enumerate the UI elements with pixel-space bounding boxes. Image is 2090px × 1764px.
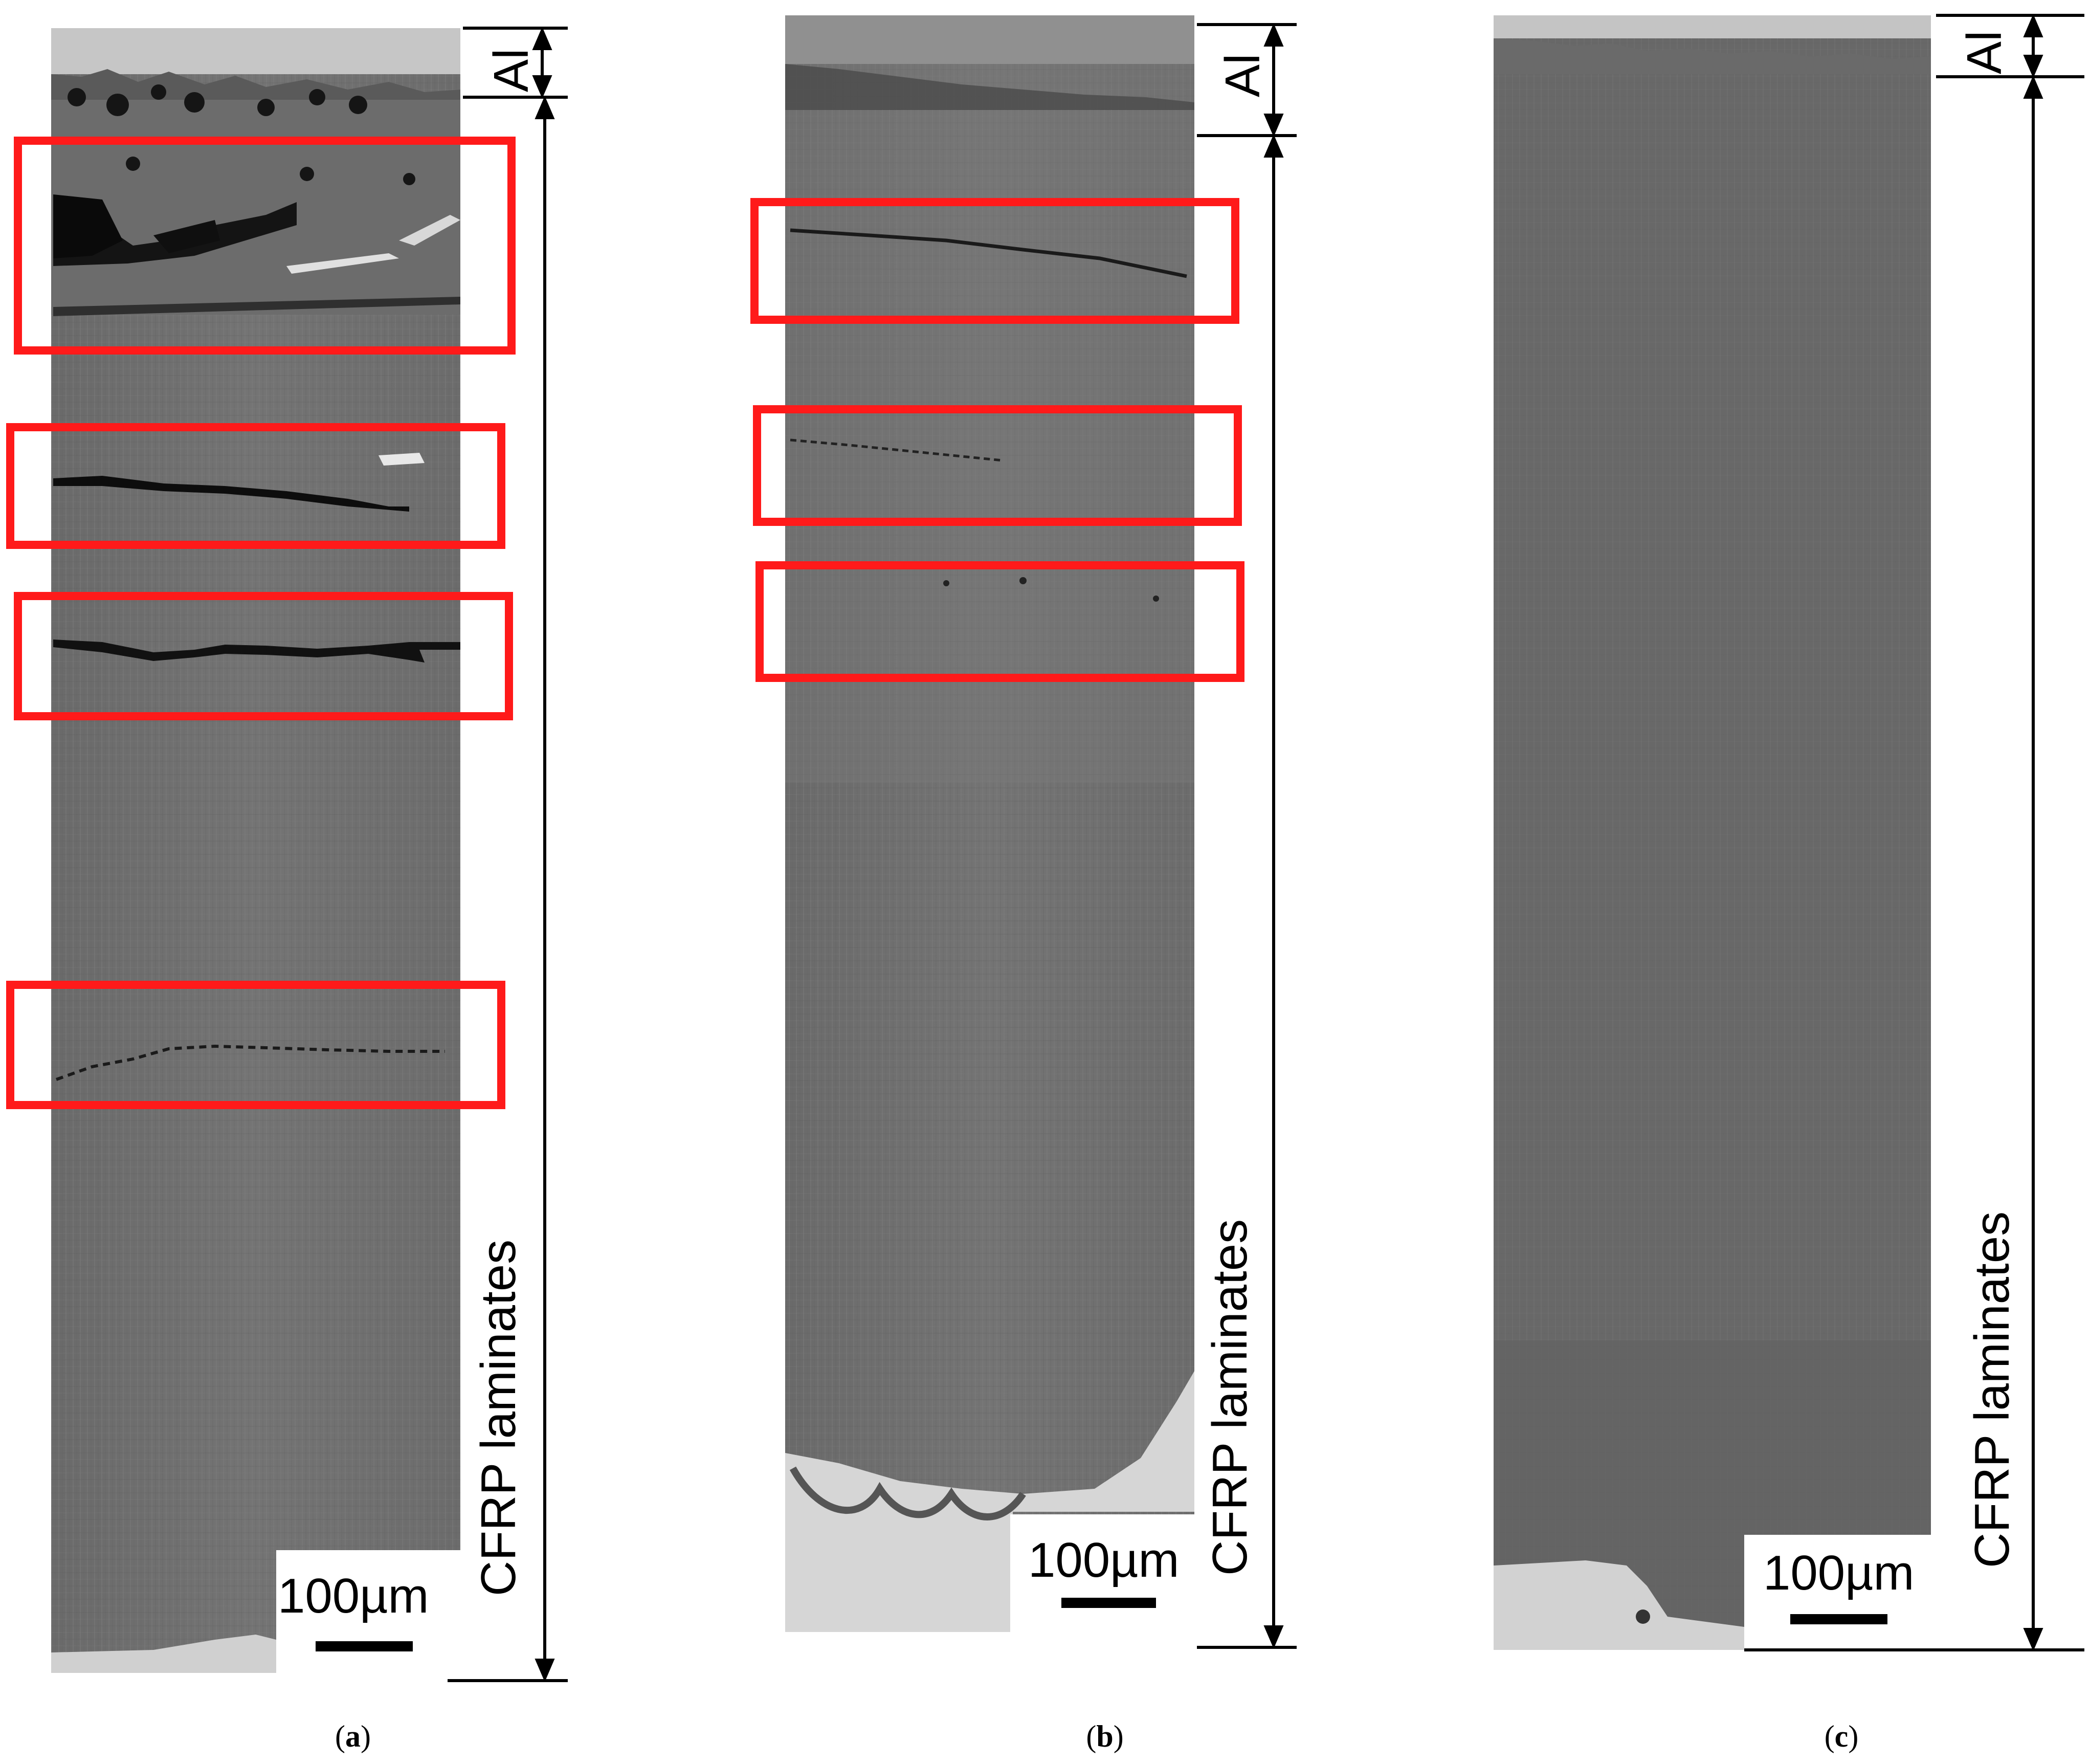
dimension-lines-b — [1197, 23, 1297, 1649]
layer-label-cfrp-a: CFRP laminates — [471, 1239, 526, 1596]
highlight-box-a2 — [6, 423, 505, 549]
micrograph-c — [1494, 15, 1931, 1650]
layer-label-cfrp-c: CFRP laminates — [1965, 1211, 2019, 1568]
micrograph-a — [51, 28, 460, 1673]
layer-label-al-c: Al — [1957, 30, 2012, 74]
scale-bar-c — [1790, 1614, 1887, 1624]
highlight-box-b2 — [753, 405, 1242, 526]
highlight-box-b1 — [750, 198, 1239, 324]
panel-label-c: (c) — [1824, 1719, 1859, 1753]
dimension-lines-a — [448, 27, 568, 1682]
panel-label-b: (b) — [1086, 1719, 1124, 1753]
panel-b — [750, 15, 1297, 1649]
micrograph-b — [785, 15, 1194, 1637]
scale-bar-label-b: 100µm — [1028, 1533, 1180, 1587]
panel-c — [1494, 14, 2084, 1651]
scale-bar-b — [1061, 1598, 1156, 1608]
layer-label-al-a: Al — [484, 48, 539, 92]
scale-bar-label-c: 100µm — [1763, 1546, 1915, 1600]
scale-bar-label-a: 100µm — [278, 1569, 429, 1623]
layer-label-al-b: Al — [1215, 53, 1270, 97]
layer-label-cfrp-b: CFRP laminates — [1203, 1219, 1257, 1576]
panel-a — [6, 27, 568, 1682]
highlight-box-a1 — [14, 137, 516, 355]
dimension-lines-c — [1744, 14, 2084, 1651]
highlight-box-b3 — [755, 561, 1244, 682]
highlight-box-a4 — [6, 981, 505, 1109]
panel-label-a: (a) — [335, 1719, 371, 1753]
scale-bar-a — [316, 1641, 413, 1651]
highlight-box-a3 — [14, 592, 513, 720]
